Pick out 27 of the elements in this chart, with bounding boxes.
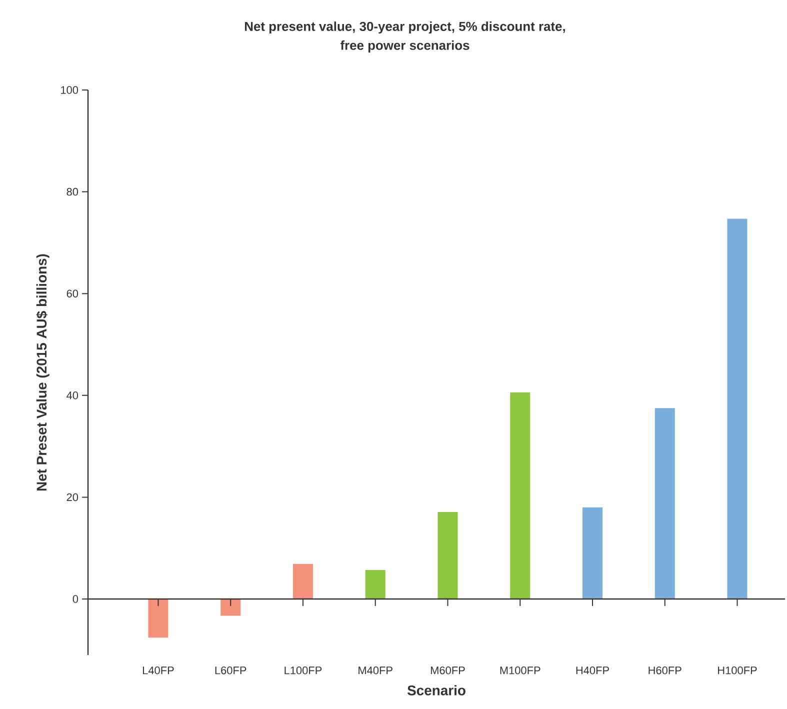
chart-title: Net present value, 30-year project, 5% discount rate, free power scenarios <box>244 21 565 52</box>
y-tick-label: 100 <box>61 86 78 94</box>
bar <box>220 598 241 616</box>
y-tick-label: 80 <box>66 188 78 196</box>
bar <box>365 570 386 599</box>
y-tick-label: 20 <box>66 493 78 502</box>
y-tick-label: 0 <box>72 595 78 603</box>
bar <box>438 512 458 599</box>
x-axis-title: Scenario <box>407 685 466 696</box>
y-tick-label: 60 <box>66 290 78 298</box>
bar <box>582 507 602 599</box>
bar <box>148 598 168 638</box>
x-tick-label: M100FP <box>500 666 540 674</box>
y-axis-title: Net Preset Value (2015 AU$ billions) <box>36 254 50 491</box>
x-tick-label: L40FP <box>142 666 174 674</box>
x-tick-label: L100FP <box>284 666 322 674</box>
y-tick-label: 40 <box>66 392 78 400</box>
x-tick-label: H40FP <box>576 666 609 674</box>
x-tick-label: H60FP <box>648 666 682 674</box>
x-tick-label: M40FP <box>358 666 392 674</box>
x-tick-label: L60FP <box>215 666 246 674</box>
x-tick-label: H100FP <box>718 666 757 674</box>
bar <box>654 408 675 599</box>
bar <box>292 564 313 599</box>
bar <box>510 392 530 599</box>
bar <box>727 218 748 599</box>
x-tick-label: M60FP <box>430 666 465 674</box>
